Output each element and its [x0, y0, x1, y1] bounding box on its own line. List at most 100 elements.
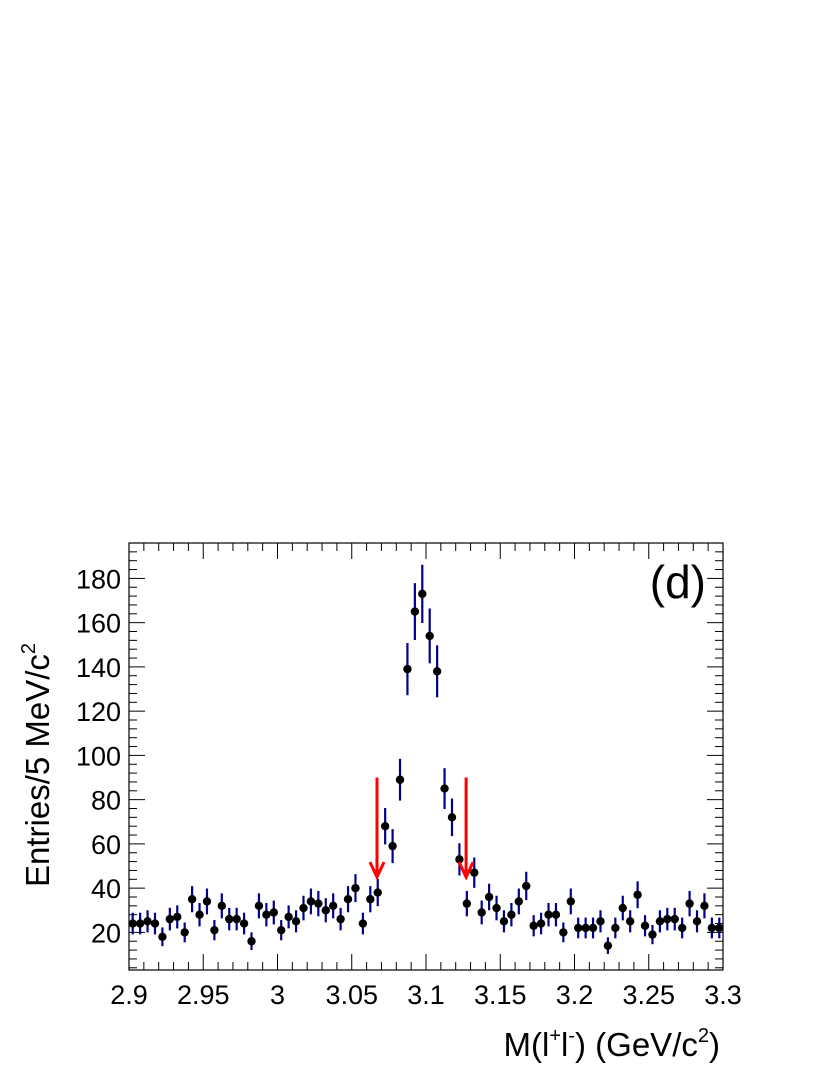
data-point	[217, 901, 227, 911]
x-tick-label: 2.95	[177, 980, 230, 1010]
data-point	[640, 921, 650, 930]
y-axis-label: Entries/5 MeV/c2	[18, 643, 56, 887]
ticks-layer	[128, 542, 724, 970]
data-point	[692, 917, 702, 926]
data-point	[254, 901, 264, 911]
x-tick-label: 3.15	[474, 980, 527, 1010]
data-point	[596, 917, 605, 926]
data-point	[380, 821, 390, 831]
x-tick-label: 3	[270, 980, 285, 1010]
data-point	[343, 895, 353, 904]
data-point	[366, 895, 375, 904]
x-axis-label-sup2: -	[568, 1025, 575, 1047]
y-tick-label: 80	[91, 786, 121, 816]
x-tick-label: 3.05	[325, 980, 378, 1010]
x-axis-label-sup3: 2	[698, 1025, 709, 1047]
y-tick-label: 60	[91, 830, 121, 860]
data-point	[299, 903, 308, 913]
data-point	[425, 631, 434, 641]
data-point	[492, 903, 501, 913]
data-point	[395, 775, 405, 784]
cut-arrow-head	[457, 861, 475, 881]
y-axis-label-sup: 2	[18, 643, 40, 654]
data-point	[588, 923, 598, 933]
y-tick-label: 120	[76, 697, 121, 727]
data-point	[648, 930, 657, 939]
data-point	[410, 607, 420, 616]
data-point	[625, 917, 635, 926]
x-tick-label: 2.9	[110, 980, 148, 1010]
data-point	[618, 903, 627, 913]
x-tick-label: 3.25	[622, 980, 675, 1010]
data-point	[670, 914, 679, 924]
x-axis-label-sup1: +	[549, 1025, 561, 1047]
y-tick-label: 180	[76, 564, 121, 594]
data-point	[432, 667, 442, 676]
cut-arrows-layer	[368, 777, 475, 881]
data-point	[507, 910, 516, 919]
x-tick-labels: 2.9 2.95 3 3.05 3.1 3.15 3.2 3.25 3.3	[110, 980, 742, 1010]
x-tick-label: 3.3	[704, 980, 742, 1010]
data-point	[633, 890, 642, 899]
data-point	[269, 908, 278, 917]
data-point	[202, 897, 212, 906]
data-point	[328, 901, 338, 911]
x-axis-label-end: )	[709, 1026, 720, 1063]
data-point	[470, 868, 479, 877]
data-point	[566, 897, 575, 906]
data-point	[225, 914, 234, 924]
y-tick-label: 100	[76, 741, 121, 771]
data-point	[484, 892, 494, 902]
data-point	[247, 937, 256, 946]
error-bars-layer	[131, 564, 721, 954]
data-point	[611, 923, 620, 933]
data-point	[187, 895, 197, 904]
data-point	[514, 897, 524, 906]
data-point	[284, 912, 293, 922]
data-point	[477, 908, 486, 917]
data-point	[180, 928, 189, 937]
data-point	[559, 928, 568, 937]
data-point	[707, 923, 717, 933]
data-point	[135, 919, 145, 928]
y-tick-label: 40	[91, 874, 121, 904]
data-point	[277, 925, 286, 935]
data-point	[128, 919, 137, 928]
data-point	[440, 784, 449, 793]
data-point	[336, 914, 345, 924]
x-axis-label-mid: l	[561, 1026, 568, 1063]
y-tick-labels: 20 40 60 80 100 120 140 160 180	[76, 564, 121, 948]
data-point	[314, 899, 323, 908]
data-point	[210, 925, 219, 935]
data-point	[418, 589, 427, 599]
data-point	[663, 914, 672, 924]
data-point	[150, 919, 160, 928]
data-point	[165, 914, 175, 924]
x-axis-label-main: M(l	[504, 1026, 550, 1063]
data-point	[173, 912, 182, 922]
data-point	[195, 910, 204, 919]
data-point	[462, 899, 472, 908]
data-point	[499, 917, 509, 926]
data-point	[581, 923, 590, 933]
data-point	[544, 910, 553, 919]
data-point	[522, 881, 531, 891]
data-point	[529, 921, 538, 930]
data-point	[700, 901, 709, 911]
data-point	[447, 813, 457, 822]
data-point	[455, 855, 464, 864]
data-point	[403, 664, 412, 674]
data-point	[143, 917, 152, 926]
data-point	[574, 923, 583, 933]
data-point	[536, 919, 546, 928]
data-point	[158, 932, 167, 942]
x-axis-label: M(l+l-) (GeV/c2)	[504, 1025, 721, 1063]
cut-arrow-head	[368, 861, 386, 881]
data-point	[358, 919, 368, 928]
data-point	[306, 897, 316, 906]
data-point	[677, 923, 687, 933]
panel-label: (d)	[650, 556, 706, 608]
data-point	[388, 841, 397, 851]
x-tick-label: 3.2	[556, 980, 594, 1010]
